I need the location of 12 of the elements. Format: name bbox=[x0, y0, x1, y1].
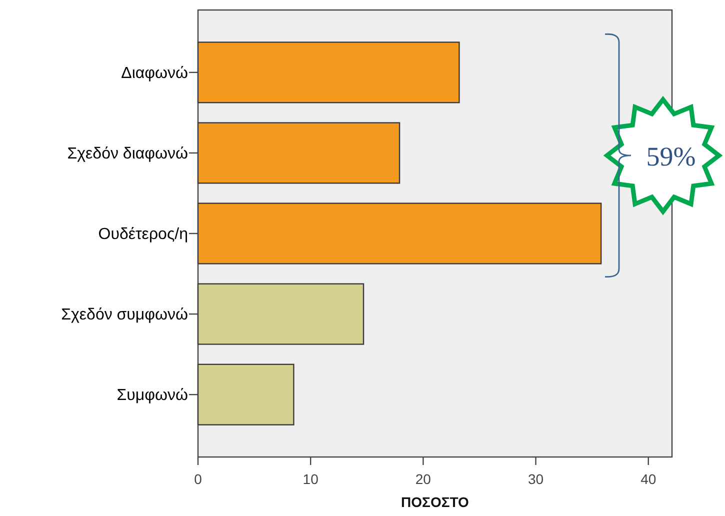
y-tick-label: Ουδέτερος/η bbox=[98, 226, 188, 244]
x-tick-label: 0 bbox=[194, 471, 202, 487]
y-tick-label: Συμφωνώ bbox=[116, 387, 188, 404]
y-tick-label: Διαφωνώ bbox=[121, 65, 188, 82]
y-tick-label: Σχεδόν συμφωνώ bbox=[61, 306, 188, 324]
y-tick-label: Σχεδόν διαφωνώ bbox=[67, 146, 188, 163]
annotation: 59% bbox=[646, 141, 696, 172]
x-tick-label: 10 bbox=[302, 471, 319, 487]
x-tick-label: 40 bbox=[640, 471, 656, 487]
x-tick-label: 20 bbox=[415, 471, 432, 487]
x-tick-label: 30 bbox=[528, 471, 544, 487]
x-axis-title: ΠΟΣΟΣΤΟ bbox=[401, 494, 470, 510]
